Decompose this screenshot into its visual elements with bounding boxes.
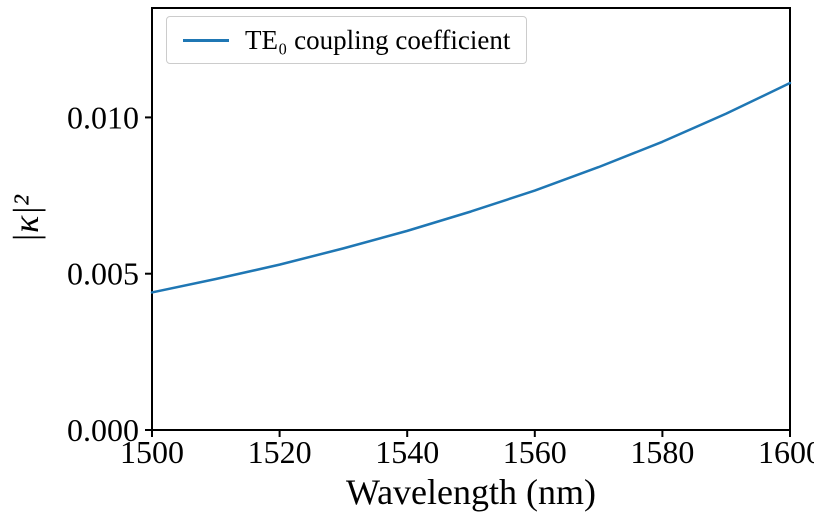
x-tick-label: 1520 — [248, 434, 312, 470]
x-axis-label: Wavelength (nm) — [345, 472, 596, 512]
x-tick-label: 1560 — [503, 434, 567, 470]
y-tick-label: 0.000 — [67, 412, 139, 448]
x-tick-label: 1600 — [758, 434, 814, 470]
series-line — [150, 81, 792, 294]
y-tick-label: 0.005 — [67, 256, 139, 292]
plot-spines — [151, 7, 791, 431]
legend: TE₀ coupling coefficient — [166, 16, 528, 64]
legend-label: TE₀ coupling coefficient — [245, 25, 511, 55]
y-axis-label: |κ|² — [6, 195, 46, 243]
x-tick-label: 1500 — [120, 434, 184, 470]
x-tick-label: 1580 — [630, 434, 694, 470]
legend-line-sample — [183, 38, 229, 42]
x-tick-label: 1540 — [375, 434, 439, 470]
y-tick-label: 0.010 — [67, 99, 139, 135]
